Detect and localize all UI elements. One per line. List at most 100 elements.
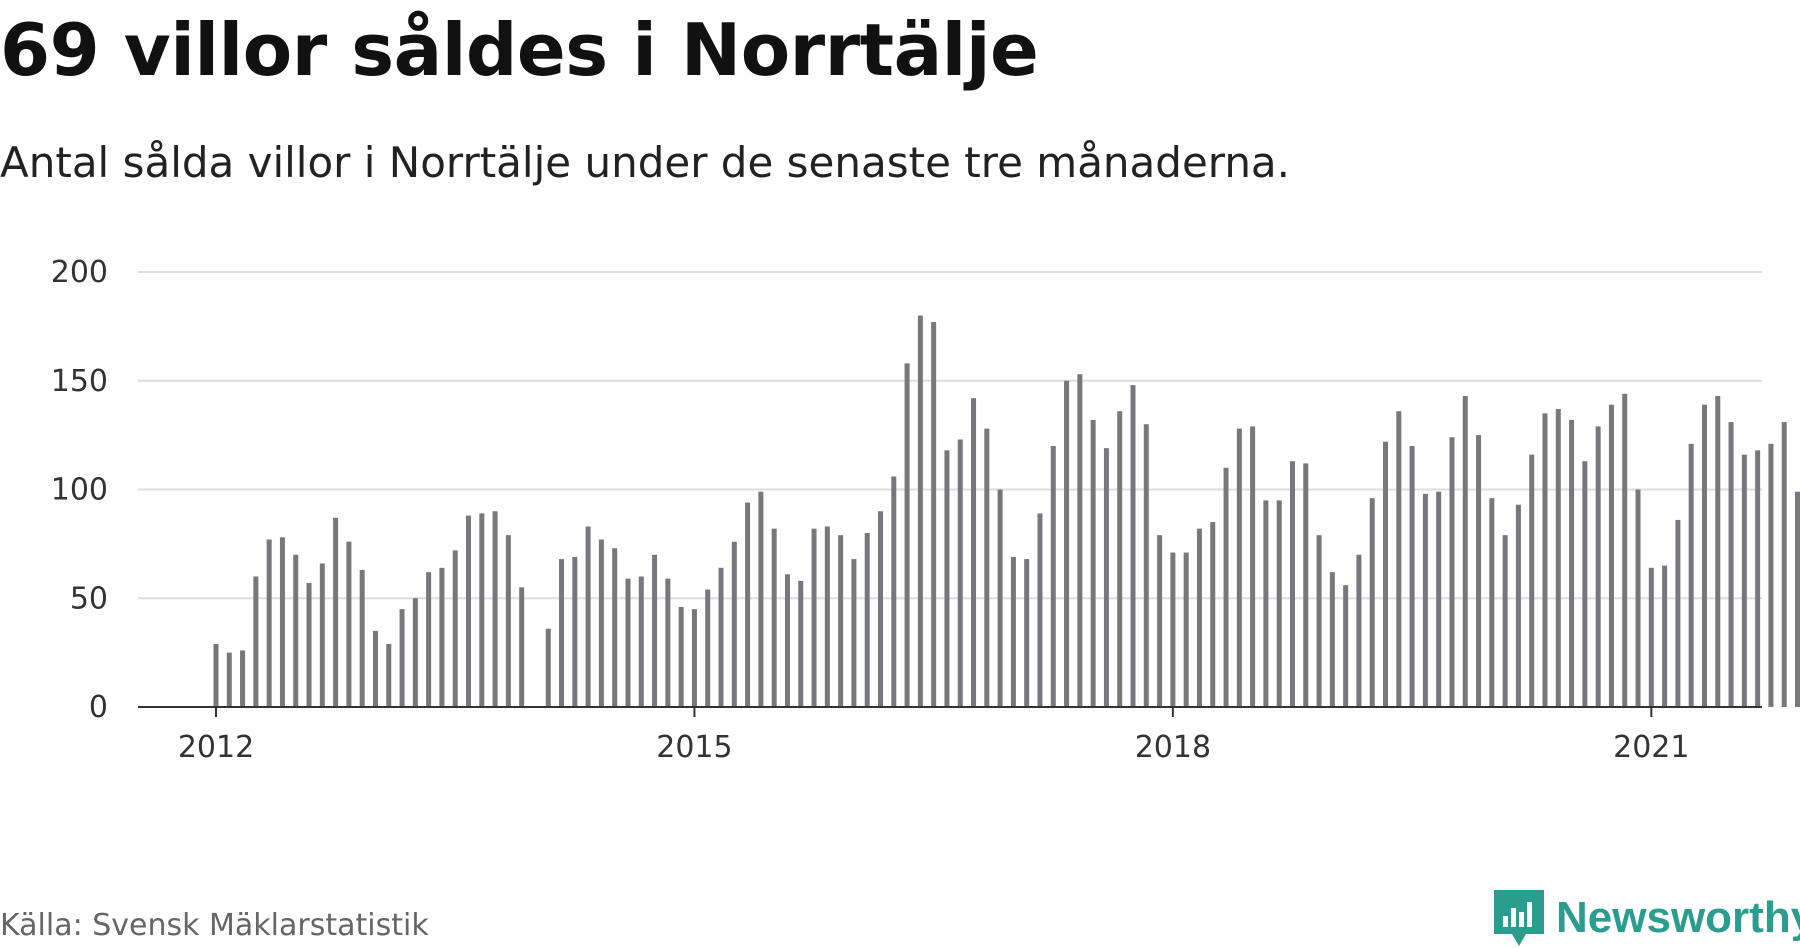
bar: [519, 587, 525, 708]
bar: [1396, 411, 1402, 707]
bar: [1064, 380, 1070, 707]
bar: [678, 606, 684, 707]
bar: [1250, 426, 1256, 707]
bar: [545, 628, 551, 707]
bar: [1648, 567, 1654, 707]
bar: [1037, 513, 1043, 707]
bar: [1117, 411, 1123, 707]
bar: [1595, 426, 1601, 707]
bar: [1728, 422, 1734, 707]
bar: [1436, 491, 1442, 707]
brand-name: Newsworthy: [1556, 893, 1800, 942]
bar: [1462, 395, 1468, 707]
bar: [1715, 395, 1721, 707]
bar: [1090, 419, 1096, 707]
y-tick-label: 50: [70, 581, 108, 616]
bar: [598, 539, 604, 707]
bar: [279, 537, 285, 707]
bar: [1316, 535, 1322, 707]
bar: [1515, 504, 1521, 707]
bar: [1542, 413, 1548, 708]
newsworthy-logo-icon: [1494, 890, 1544, 946]
bar: [559, 559, 565, 707]
bar: [1675, 519, 1681, 707]
x-tick-label: 2015: [656, 730, 732, 765]
bar: [1476, 435, 1482, 708]
bar: [492, 511, 498, 707]
bar: [1569, 419, 1575, 707]
bar: [399, 609, 405, 708]
bar: [771, 528, 777, 707]
bar: [466, 515, 472, 707]
bar: [253, 576, 259, 707]
x-tick-label: 2021: [1613, 730, 1689, 765]
bar: [319, 563, 325, 707]
bar: [1489, 498, 1495, 707]
brand-logo[interactable]: Newsworthy: [1494, 888, 1800, 948]
bar: [625, 578, 631, 707]
bar: [838, 535, 844, 707]
x-tick-label: 2018: [1135, 730, 1211, 765]
bar: [306, 583, 312, 707]
bar: [824, 526, 830, 707]
bar: [1170, 552, 1176, 707]
y-tick-label: 0: [89, 690, 108, 725]
bar: [1024, 559, 1030, 707]
bar: [1409, 446, 1415, 707]
bar: [1422, 493, 1428, 707]
bar: [1210, 522, 1216, 708]
bar: [572, 556, 578, 707]
bar: [612, 548, 618, 707]
bar: [811, 528, 817, 707]
bar: [585, 526, 591, 707]
bar: [1768, 443, 1774, 707]
bar: [1662, 565, 1668, 708]
bar: [1608, 404, 1614, 707]
bar: [412, 598, 418, 707]
bar: [293, 554, 299, 707]
bar: [997, 489, 1003, 707]
bar: [864, 533, 870, 707]
bar: [1236, 428, 1242, 707]
bar: [691, 609, 697, 708]
bar: [784, 574, 790, 707]
bar: [359, 569, 365, 707]
bar: [1263, 500, 1269, 708]
bar: [984, 428, 990, 707]
bar: [1143, 424, 1149, 707]
bar: [426, 572, 432, 707]
bar: [479, 513, 485, 707]
bar: [904, 363, 910, 707]
bar: [1077, 374, 1083, 707]
bar: [1741, 454, 1747, 707]
bar: [1755, 450, 1761, 707]
bar: [758, 491, 764, 707]
bar: [240, 650, 246, 707]
y-tick-label: 100: [51, 473, 108, 508]
bar: [1183, 552, 1189, 707]
bar: [1303, 463, 1309, 707]
bar: [1343, 585, 1349, 707]
bar: [1635, 489, 1641, 707]
bar: [798, 580, 804, 707]
bar: [439, 567, 445, 707]
y-tick-label: 200: [51, 255, 108, 290]
chart-title: 69 villor såldes i Norrtälje: [0, 8, 1039, 92]
bar: [1223, 467, 1229, 707]
source-note: Källa: Svensk Mäklarstatistik: [0, 908, 429, 943]
bar: [1157, 535, 1163, 707]
bar: [1369, 498, 1375, 707]
bar: [718, 567, 724, 707]
bar: [266, 539, 272, 707]
bar: [1356, 554, 1362, 707]
bar: [1555, 409, 1561, 707]
chart-subtitle: Antal sålda villor i Norrtälje under de …: [0, 138, 1291, 187]
bar: [213, 643, 219, 707]
bar: [931, 322, 937, 707]
bar: [878, 511, 883, 707]
bar: [1701, 404, 1707, 707]
bar: [372, 630, 378, 708]
y-tick-label: 150: [51, 364, 108, 399]
bar: [652, 554, 658, 707]
x-tick-label: 2012: [178, 730, 254, 765]
